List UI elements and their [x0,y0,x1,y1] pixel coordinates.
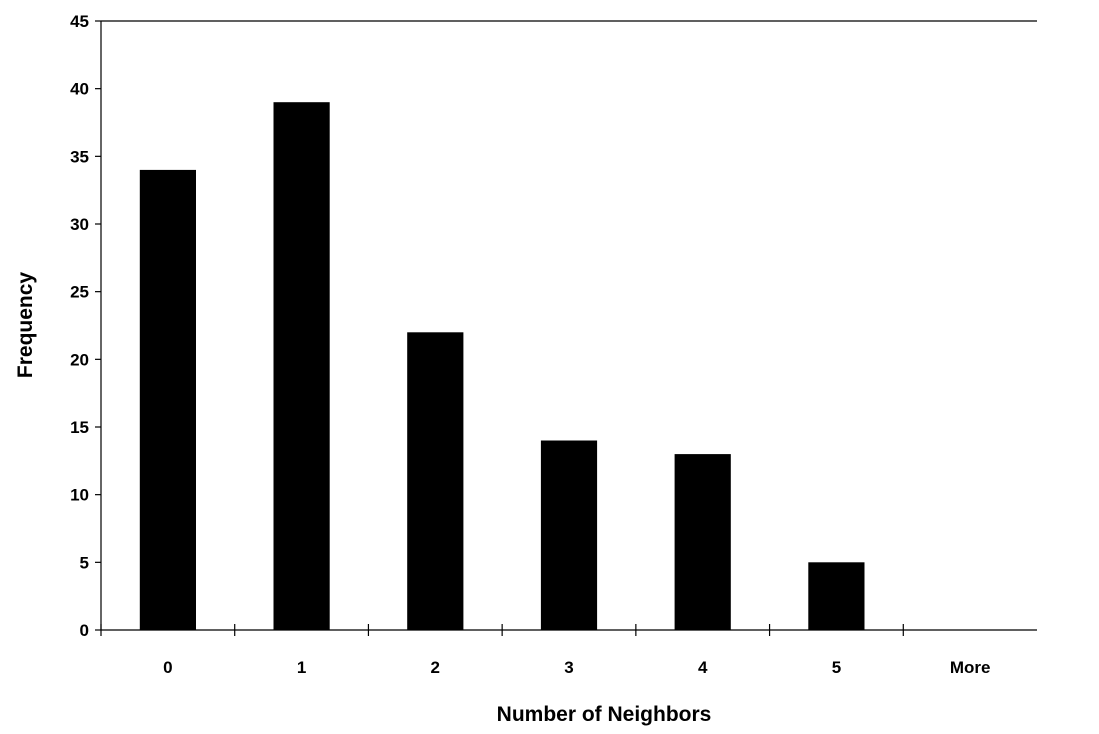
x-tick-label-4: 4 [698,658,708,677]
x-tick-label-3: 3 [564,658,573,677]
bar-5 [808,562,865,630]
y-tick-label-35: 35 [70,147,89,166]
bar-2 [407,332,464,630]
x-tick-label-2: 2 [431,658,440,677]
x-tick-label-more: More [950,658,991,677]
x-tick-label-1: 1 [297,658,306,677]
y-tick-label-15: 15 [70,418,89,437]
bar-4 [674,454,731,630]
x-axis-title: Number of Neighbors [497,703,712,726]
y-axis-title: Frequency [14,272,37,379]
x-tick-label-0: 0 [163,658,172,677]
y-tick-label-25: 25 [70,283,89,302]
y-tick-label-0: 0 [80,621,89,640]
bar-3 [540,440,598,630]
bar-0 [139,169,196,630]
y-tick-label-45: 45 [70,12,89,31]
bars-layer [139,102,865,630]
axes-layer [95,20,1037,636]
y-tick-label-5: 5 [80,553,89,572]
y-tick-label-20: 20 [70,350,89,369]
y-tick-label-10: 10 [70,486,89,505]
y-tick-label-40: 40 [70,80,89,99]
bar-1 [273,102,330,630]
x-tick-label-5: 5 [832,658,841,677]
y-tick-label-30: 30 [70,215,89,234]
